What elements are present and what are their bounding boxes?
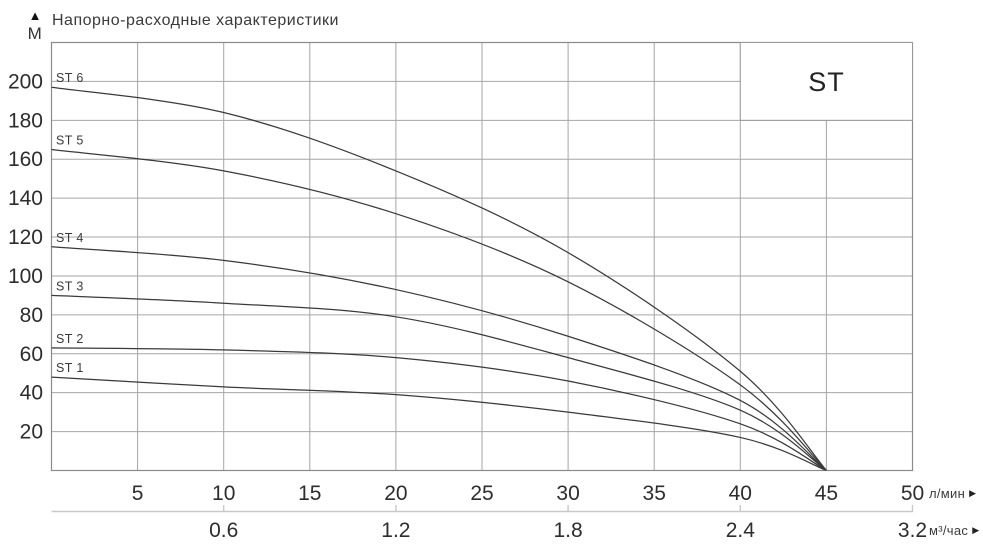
curve-label-st-4: ST 4 — [56, 231, 84, 245]
y-tick-label: 160 — [8, 148, 43, 171]
curve-st-6 — [51, 86, 827, 471]
x-axis-arrow-icon: ▶ — [972, 525, 980, 535]
x-axis-unit-primary: л/мин ▶ — [929, 486, 976, 501]
secondary-tick-label: 0.6 — [209, 519, 238, 542]
curve-st-2 — [51, 347, 827, 471]
y-tick-label: 60 — [20, 343, 43, 366]
y-tick-label: 20 — [20, 421, 43, 444]
secondary-tick-label: 3.2 — [898, 519, 927, 542]
y-tick-label: 40 — [20, 382, 43, 405]
curve-st-3 — [51, 294, 827, 471]
x-tick-label: 5 — [132, 482, 144, 505]
x-tick-label: 45 — [815, 482, 838, 505]
series-family-label: ST — [808, 66, 845, 97]
curve-st-5 — [51, 148, 827, 471]
curve-label-st-2: ST 2 — [56, 332, 84, 346]
y-tick-label: 100 — [8, 265, 43, 288]
secondary-tick-label: 1.8 — [553, 519, 582, 542]
x-tick-label: 20 — [384, 482, 407, 505]
x-axis-arrow-icon: ▶ — [969, 488, 977, 498]
plot-frame — [50, 41, 914, 472]
curve-st-1 — [51, 376, 827, 471]
curve-label-st-1: ST 1 — [56, 361, 84, 375]
y-tick-label: 180 — [8, 109, 43, 132]
y-tick-label: 200 — [8, 70, 43, 93]
curve-label-st-3: ST 3 — [56, 279, 84, 293]
y-axis-head: ▲ М — [24, 9, 46, 42]
curve-label-st-6: ST 6 — [56, 71, 84, 85]
x-tick-label: 15 — [298, 482, 321, 505]
x-axis-unit-secondary: м³/час ▶ — [929, 523, 979, 538]
x-tick-label: 40 — [729, 482, 752, 505]
secondary-tick-label: 1.2 — [381, 519, 410, 542]
curve-st-4 — [51, 246, 827, 471]
y-tick-label: 140 — [8, 187, 43, 210]
chart-title: Напорно-расходные характеристики — [52, 12, 339, 29]
y-axis-unit-label: М — [27, 24, 43, 43]
y-tick-label: 120 — [8, 226, 43, 249]
y-tick-label: 80 — [20, 304, 43, 327]
secondary-tick-label: 2.4 — [726, 519, 756, 542]
y-axis-arrow-icon: ▲ — [28, 8, 42, 23]
x-tick-label: 35 — [643, 482, 666, 505]
x-tick-label: 10 — [212, 482, 235, 505]
curve-label-st-5: ST 5 — [56, 134, 84, 148]
x-axis-unit-secondary-text: м³/час — [929, 523, 969, 538]
x-tick-label: 30 — [556, 482, 579, 505]
series-family-box — [739, 42, 913, 121]
x-tick-label: 50 — [901, 482, 924, 505]
x-axis-unit-primary-text: л/мин — [929, 486, 966, 501]
x-tick-label: 25 — [470, 482, 493, 505]
